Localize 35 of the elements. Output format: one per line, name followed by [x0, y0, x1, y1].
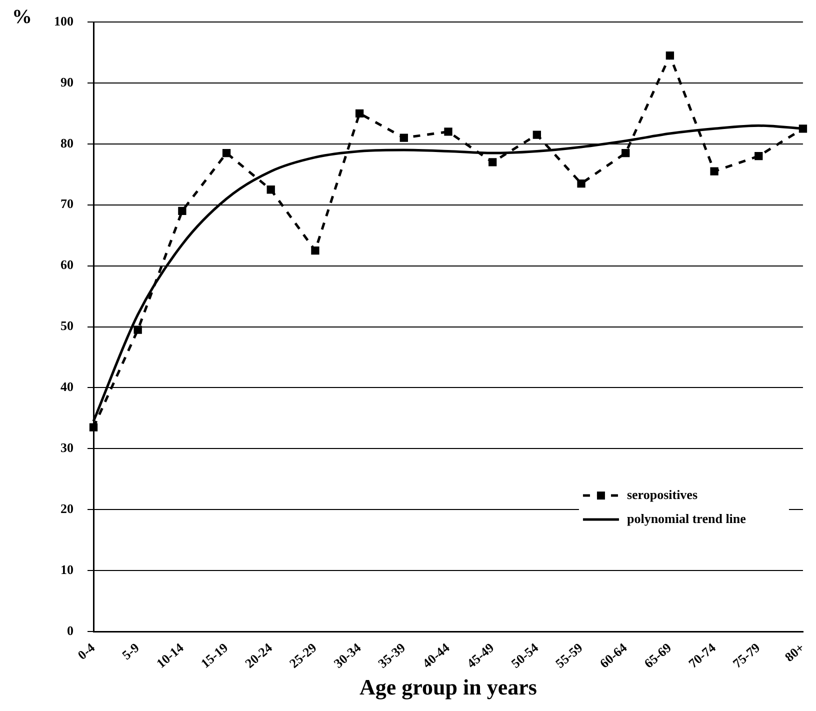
point: [311, 246, 320, 255]
point: [754, 152, 763, 160]
legend-label: seropositives: [626, 486, 698, 502]
y-tick-label: 70: [60, 196, 74, 212]
y-tick-label: 40: [60, 379, 74, 394]
y-tick-label: 20: [60, 501, 74, 516]
y-tick-label: 50: [60, 318, 74, 334]
x-tick-label: 0-4: [74, 640, 98, 663]
y-axis-title: %: [12, 6, 32, 28]
point: [710, 167, 718, 176]
point: [488, 158, 497, 166]
x-tick-label: 5-9: [119, 640, 142, 663]
point: [622, 148, 630, 158]
point: [266, 186, 275, 194]
point: [178, 206, 186, 216]
point: [222, 148, 231, 158]
point: [577, 179, 586, 188]
point: [444, 128, 452, 136]
x-axis-title: Age group in years: [360, 674, 538, 700]
y-tick-label: 80: [60, 135, 74, 150]
x-tick-label: 80+: [782, 640, 808, 665]
y-tick-label: 10: [60, 562, 74, 577]
point: [532, 130, 541, 139]
legend-label: polynomial trend line: [626, 510, 746, 526]
point: [134, 326, 142, 334]
point: [355, 109, 364, 118]
y-tick-label: 100: [54, 13, 74, 28]
y-tick-label: 30: [60, 440, 74, 456]
y-tick-label: 60: [60, 257, 74, 272]
point: [89, 423, 98, 432]
point: [400, 134, 408, 142]
y-tick-label: 90: [60, 74, 74, 90]
point: [798, 124, 808, 133]
point: [666, 51, 674, 60]
y-tick-label: 0: [67, 622, 74, 638]
